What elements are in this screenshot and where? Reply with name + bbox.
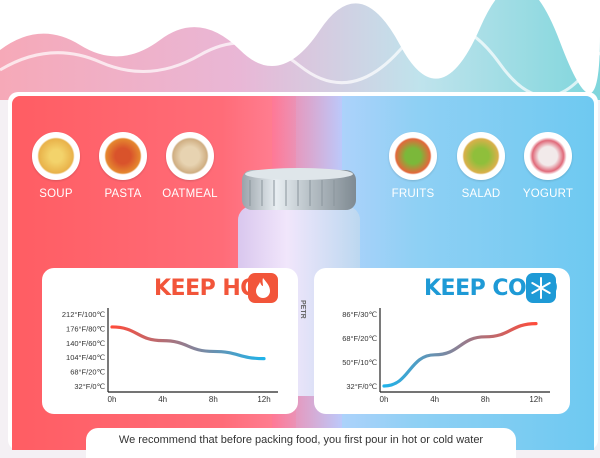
food-label: SALAD	[451, 188, 511, 200]
keep-cold-chart: 86°F/30℃ 68°F/20℃ 50°F/10℃ 32°F/0℃0h 4h 8h 12h	[314, 296, 570, 408]
x-tick-label: 8h	[209, 395, 218, 404]
y-tick-label: 104°F/40℃	[66, 353, 106, 362]
y-tick-label: 176°F/80℃	[66, 324, 106, 333]
food-item-oatmeal: OATMEAL	[160, 132, 220, 200]
food-label: FRUITS	[383, 188, 443, 200]
keep-hot-chart: 212°F/100℃ 176°F/80℃ 140°F/60℃ 104°F/40℃ 68°…	[42, 296, 298, 408]
fruit-bowl-icon	[389, 132, 437, 180]
y-tick-label: 32°F/0℃	[74, 382, 105, 391]
y-tick-label: 50°F/10℃	[342, 358, 377, 367]
food-item-fruits: FRUITS	[383, 132, 443, 200]
food-item-yogurt: YOGURT	[518, 132, 578, 200]
series-line	[384, 324, 536, 386]
x-tick-label: 12h	[257, 395, 270, 404]
food-item-soup: SOUP	[26, 132, 86, 200]
pasta-bowl-icon	[99, 132, 147, 180]
yogurt-bowl-icon	[524, 132, 572, 180]
y-tick-label: 86°F/30℃	[342, 310, 377, 319]
food-label: PASTA	[93, 188, 153, 200]
food-label: YOGURT	[518, 188, 578, 200]
x-tick-label: 4h	[158, 395, 167, 404]
series-line	[112, 327, 264, 359]
x-tick-label: 4h	[430, 395, 439, 404]
x-tick-label: 0h	[380, 395, 389, 404]
y-tick-label: 140°F/60℃	[66, 339, 106, 348]
y-tick-label: 32°F/0℃	[346, 382, 377, 391]
food-label: SOUP	[26, 188, 86, 200]
x-tick-label: 12h	[529, 395, 542, 404]
note-text: We recommend that before packing food, y…	[86, 434, 516, 446]
food-item-salad: SALAD	[451, 132, 511, 200]
food-label: OATMEAL	[160, 188, 220, 200]
wave-decoration	[0, 0, 600, 100]
y-tick-label: 68°F/20℃	[342, 334, 377, 343]
food-item-pasta: PASTA	[93, 132, 153, 200]
soup-bowl-icon	[32, 132, 80, 180]
salad-bowl-icon	[457, 132, 505, 180]
x-tick-label: 0h	[108, 395, 117, 404]
oatmeal-bowl-icon	[166, 132, 214, 180]
x-tick-label: 8h	[481, 395, 490, 404]
y-tick-label: 68°F/20℃	[70, 368, 105, 377]
y-tick-label: 212°F/100℃	[62, 310, 106, 319]
